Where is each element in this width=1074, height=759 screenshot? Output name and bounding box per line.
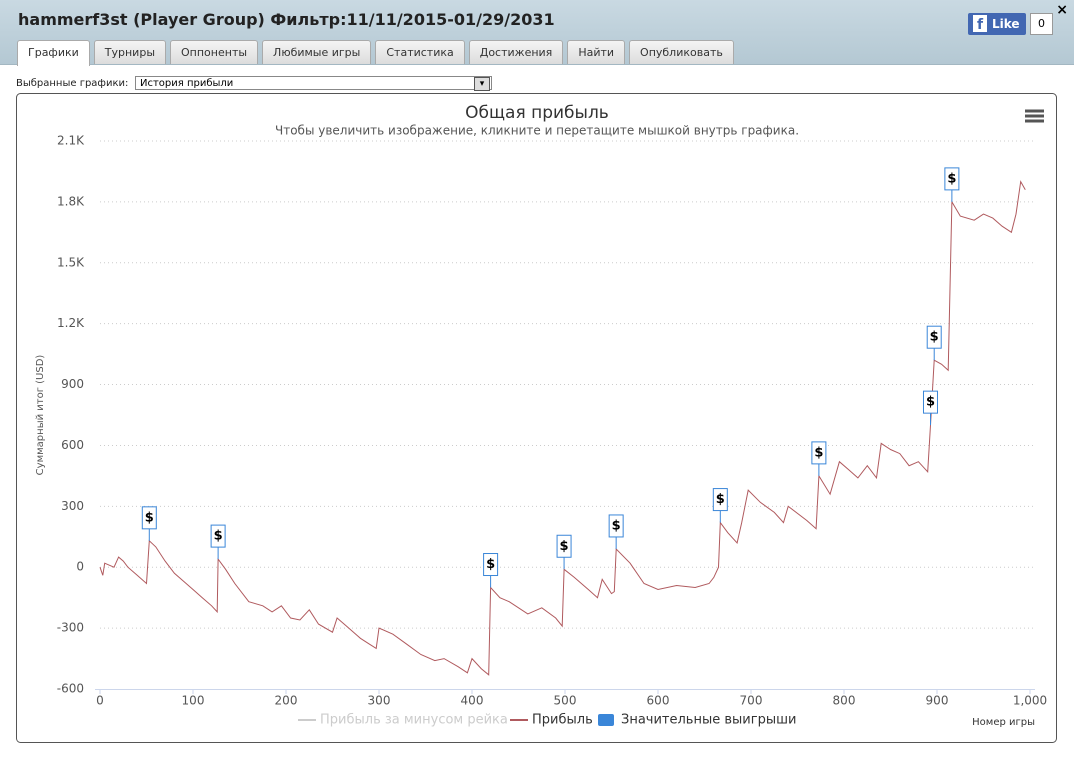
page-title: hammerf3st (Player Group) Фильтр:11/11/2…: [18, 10, 555, 29]
y-tick-label: 2.1K: [57, 134, 85, 148]
y-tick-label: 300: [61, 499, 84, 513]
x-tick-label: 700: [740, 694, 763, 708]
close-button[interactable]: ×: [1056, 2, 1068, 18]
legend-symbol: [598, 714, 614, 726]
y-tick-label: 900: [61, 377, 84, 391]
win-flag: $: [712, 488, 728, 523]
profit-line: [99, 180, 1026, 676]
flag-box: [556, 534, 572, 558]
win-flag: $: [811, 441, 827, 476]
flag-box: [141, 506, 157, 530]
tabs: Графики Турниры Оппоненты Любимые игры Стати…: [17, 40, 734, 66]
y-tick-label: 0: [76, 560, 84, 574]
x-tick-label: 600: [647, 694, 670, 708]
flag-label: $: [486, 557, 495, 572]
x-axis-label: Номер игры: [972, 717, 1035, 728]
tab[interactable]: Найти: [567, 40, 626, 64]
flag-box: [944, 167, 960, 191]
x-tick-label: 400: [461, 694, 484, 708]
tab[interactable]: Опубликовать: [629, 40, 734, 64]
tab[interactable]: Статистика: [375, 40, 465, 64]
y-tick-label: -600: [57, 682, 84, 696]
x-tick-label: 0: [96, 694, 104, 708]
chart-title: Общая прибыль: [465, 103, 609, 123]
win-flag: $: [483, 553, 499, 588]
tab[interactable]: Достижения: [468, 40, 564, 64]
y-tick-label: -300: [57, 621, 84, 635]
flag-label: $: [560, 539, 569, 554]
x-tick-label: 800: [833, 694, 856, 708]
like-count: 0: [1030, 13, 1053, 35]
y-tick-label: 1.5K: [57, 255, 85, 269]
flag-box: [210, 524, 226, 548]
chart-subtitle: Чтобы увеличить изображение, кликните и …: [275, 124, 799, 138]
flag-label: $: [716, 492, 725, 507]
x-tick-label: 900: [926, 694, 949, 708]
selector[interactable]: История прибыли: [135, 76, 492, 91]
flag-label: $: [145, 510, 154, 525]
flag-box: [922, 390, 938, 414]
flag-label: $: [947, 171, 956, 186]
win-flag: $: [608, 514, 624, 549]
win-flag: $: [141, 506, 157, 541]
x-tick-label: 100: [182, 694, 205, 708]
legend-label: Прибыль за минусом рейка: [320, 713, 508, 728]
flag-label: $: [214, 529, 223, 544]
header: hammerf3st (Player Group) Фильтр:11/11/2…: [0, 0, 1074, 66]
flag-box: [608, 514, 624, 538]
y-tick-label: 1.8K: [57, 194, 85, 208]
flag-label: $: [612, 518, 621, 533]
flag-box: [483, 553, 499, 577]
tab[interactable]: Оппоненты: [170, 40, 259, 64]
x-tick-label: 300: [368, 694, 391, 708]
tab[interactable]: Любимые игры: [262, 40, 372, 64]
win-flag: $: [944, 167, 960, 202]
tab[interactable]: Графики: [17, 40, 90, 66]
flag-box: [926, 325, 942, 349]
flag-label: $: [814, 445, 823, 460]
flag-box: [712, 488, 728, 512]
x-tick-label: 200: [275, 694, 298, 708]
like-button[interactable]: Like: [968, 13, 1026, 35]
selector-label: Выбранные графики:: [16, 78, 129, 89]
x-tick-label: 1,000: [1013, 694, 1047, 708]
y-tick-label: 600: [61, 438, 84, 452]
win-flag: $: [922, 390, 938, 426]
flag-box: [811, 441, 827, 465]
chart-frame: [16, 93, 1057, 743]
legend-label: Прибыль: [532, 713, 593, 728]
legend-label: Значительные выигрыши: [621, 713, 796, 728]
menu-icon[interactable]: [1025, 109, 1044, 123]
tab[interactable]: Турниры: [93, 40, 167, 64]
x-tick-label: 500: [554, 694, 577, 708]
win-flag: $: [926, 325, 942, 361]
win-flag: $: [556, 534, 572, 570]
y-tick-label: 1.2K: [57, 316, 85, 330]
flag-label: $: [930, 330, 939, 345]
y-axis-label: Суммарный итог (USD): [35, 355, 46, 476]
win-flag: $: [210, 524, 226, 560]
flag-label: $: [926, 395, 935, 410]
